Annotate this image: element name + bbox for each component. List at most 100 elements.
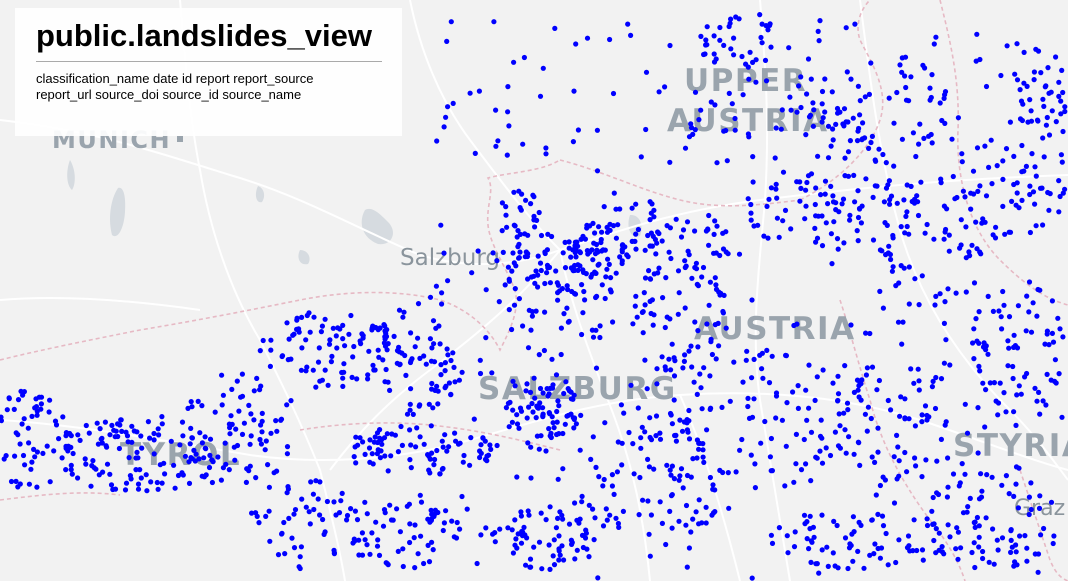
landslide-point[interactable] xyxy=(737,447,743,453)
landslide-point[interactable] xyxy=(580,267,586,273)
landslide-point[interactable] xyxy=(659,520,666,527)
landslide-point[interactable] xyxy=(492,539,498,545)
landslide-point[interactable] xyxy=(551,425,557,431)
landslide-point[interactable] xyxy=(313,478,319,484)
landslide-point[interactable] xyxy=(1057,193,1063,200)
landslide-point[interactable] xyxy=(543,145,549,151)
landslide-point[interactable] xyxy=(930,494,936,501)
landslide-point[interactable] xyxy=(315,496,321,502)
landslide-point[interactable] xyxy=(119,428,125,434)
landslide-point[interactable] xyxy=(540,405,546,411)
landslide-point[interactable] xyxy=(408,465,414,471)
landslide-point[interactable] xyxy=(782,207,789,213)
landslide-point[interactable] xyxy=(959,461,965,467)
landslide-point[interactable] xyxy=(348,312,354,319)
landslide-point[interactable] xyxy=(560,466,566,472)
landslide-point[interactable] xyxy=(712,218,718,224)
landslide-point[interactable] xyxy=(945,522,951,528)
landslide-point[interactable] xyxy=(932,302,938,308)
landslide-point[interactable] xyxy=(883,252,889,258)
landslide-point[interactable] xyxy=(872,459,878,465)
landslide-point[interactable] xyxy=(1060,89,1066,96)
landslide-point[interactable] xyxy=(284,320,290,326)
landslide-point[interactable] xyxy=(366,445,373,451)
landslide-point[interactable] xyxy=(397,529,403,535)
landslide-point[interactable] xyxy=(708,336,714,342)
landslide-point[interactable] xyxy=(505,109,511,115)
landslide-point[interactable] xyxy=(704,321,710,327)
landslide-point[interactable] xyxy=(752,461,758,467)
landslide-point[interactable] xyxy=(895,444,901,450)
landslide-point[interactable] xyxy=(26,440,32,446)
landslide-point[interactable] xyxy=(427,470,433,476)
landslide-point[interactable] xyxy=(931,236,937,242)
landslide-point[interactable] xyxy=(430,405,436,411)
landslide-point[interactable] xyxy=(317,512,323,518)
landslide-point[interactable] xyxy=(1000,288,1006,295)
landslide-point[interactable] xyxy=(525,508,531,514)
landslide-point[interactable] xyxy=(899,341,905,347)
landslide-point[interactable] xyxy=(608,289,614,295)
landslide-point[interactable] xyxy=(199,403,205,409)
landslide-point[interactable] xyxy=(339,490,345,496)
landslide-point[interactable] xyxy=(1006,345,1012,351)
landslide-point[interactable] xyxy=(369,530,375,536)
landslide-point[interactable] xyxy=(102,419,108,425)
landslide-point[interactable] xyxy=(571,416,577,422)
landslide-point[interactable] xyxy=(418,533,424,539)
landslide-point[interactable] xyxy=(891,500,898,506)
landslide-point[interactable] xyxy=(408,330,414,336)
landslide-point[interactable] xyxy=(531,375,537,381)
landslide-point[interactable] xyxy=(370,362,376,368)
landslide-point[interactable] xyxy=(805,173,812,179)
landslide-point[interactable] xyxy=(991,561,997,567)
landslide-point[interactable] xyxy=(618,402,625,408)
landslide-point[interactable] xyxy=(608,275,614,281)
landslide-point[interactable] xyxy=(540,414,546,420)
landslide-point[interactable] xyxy=(390,517,396,523)
landslide-point[interactable] xyxy=(1033,223,1039,229)
landslide-point[interactable] xyxy=(1031,69,1037,75)
landslide-point[interactable] xyxy=(617,254,623,260)
landslide-point[interactable] xyxy=(974,31,980,37)
landslide-point[interactable] xyxy=(505,264,511,270)
landslide-point[interactable] xyxy=(34,412,40,418)
landslide-point[interactable] xyxy=(555,515,561,522)
landslide-point[interactable] xyxy=(693,260,700,266)
landslide-point[interactable] xyxy=(417,355,423,361)
landslide-point[interactable] xyxy=(974,145,981,151)
landslide-point[interactable] xyxy=(850,115,856,121)
landslide-point[interactable] xyxy=(611,491,617,497)
landslide-point[interactable] xyxy=(1030,300,1036,306)
landslide-point[interactable] xyxy=(574,547,580,553)
landslide-point[interactable] xyxy=(768,44,774,50)
landslide-point[interactable] xyxy=(768,435,775,442)
landslide-point[interactable] xyxy=(1062,108,1068,115)
landslide-point[interactable] xyxy=(593,327,599,333)
landslide-point[interactable] xyxy=(904,223,910,230)
landslide-point[interactable] xyxy=(387,502,393,508)
landslide-point[interactable] xyxy=(253,510,259,516)
landslide-point[interactable] xyxy=(154,479,160,486)
landslide-point[interactable] xyxy=(898,224,904,230)
landslide-point[interactable] xyxy=(931,537,937,544)
landslide-point[interactable] xyxy=(590,334,597,340)
landslide-point[interactable] xyxy=(786,45,792,51)
landslide-point[interactable] xyxy=(551,537,557,543)
landslide-point[interactable] xyxy=(717,252,723,259)
landslide-point[interactable] xyxy=(854,228,860,234)
landslide-point[interactable] xyxy=(448,19,454,25)
landslide-point[interactable] xyxy=(1021,49,1027,56)
landslide-point[interactable] xyxy=(856,125,862,132)
landslide-point[interactable] xyxy=(924,522,931,529)
landslide-point[interactable] xyxy=(394,348,401,354)
landslide-point[interactable] xyxy=(766,380,773,386)
landslide-point[interactable] xyxy=(437,341,443,347)
landslide-point[interactable] xyxy=(1058,98,1064,104)
landslide-point[interactable] xyxy=(202,445,208,451)
landslide-point[interactable] xyxy=(520,141,526,147)
landslide-point[interactable] xyxy=(953,290,959,296)
landslide-point[interactable] xyxy=(719,404,725,410)
landslide-point[interactable] xyxy=(525,251,531,257)
landslide-point[interactable] xyxy=(1008,549,1014,556)
